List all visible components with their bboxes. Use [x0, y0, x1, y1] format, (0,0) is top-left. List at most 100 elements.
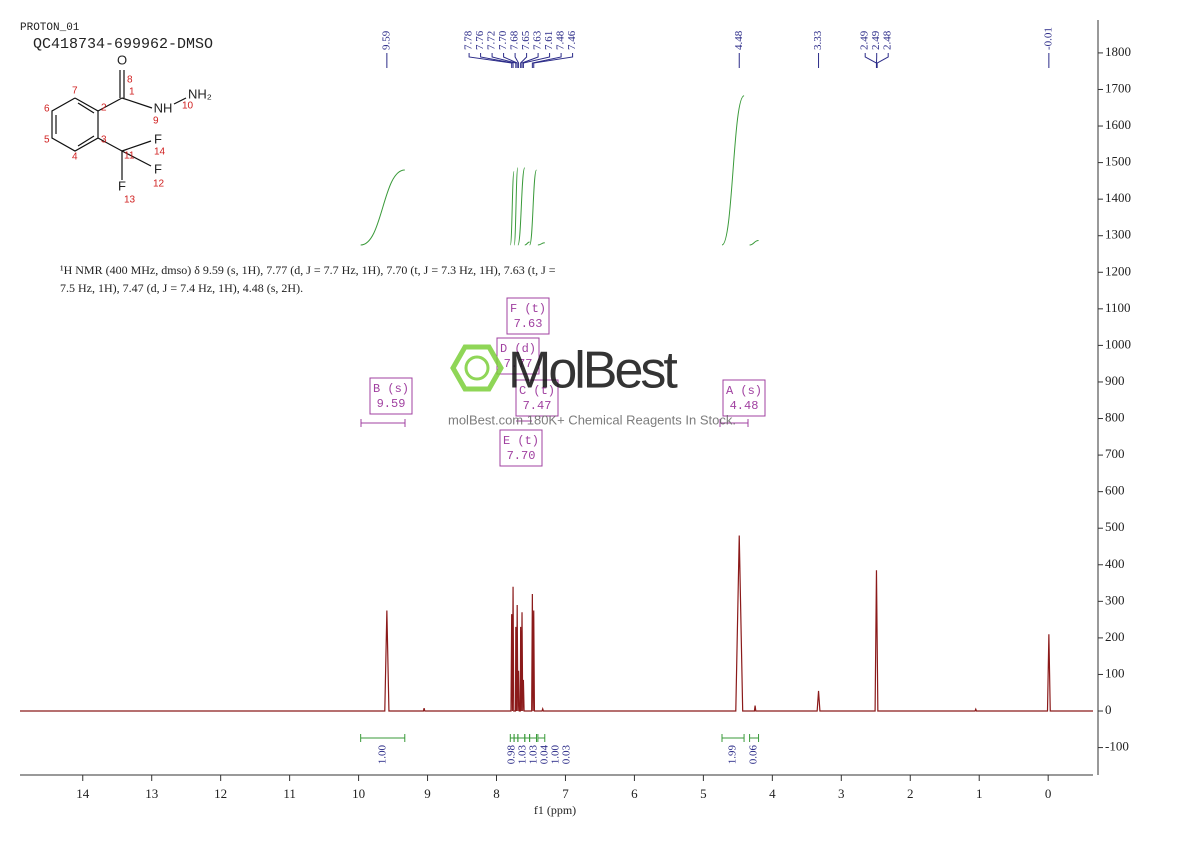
description: 7.5 Hz, 1H), 7.47 (d, J = 7.4 Hz, 1H), 4…: [60, 281, 303, 295]
peak-connector: [522, 53, 551, 68]
y-tick-label: 1600: [1105, 117, 1131, 132]
integral-curve: [524, 241, 530, 246]
y-tick-label: 1400: [1105, 190, 1131, 205]
x-tick-label: 12: [214, 786, 227, 801]
x-tick-label: 11: [283, 786, 296, 801]
multiplet-ppm: 7.47: [523, 399, 552, 413]
peak-connector: [491, 53, 517, 68]
integral-label: 1.03: [517, 745, 529, 765]
integral-curve: [749, 240, 759, 246]
y-tick-label: 800: [1105, 410, 1125, 425]
ring: [51, 97, 99, 152]
atom-label: F: [154, 161, 162, 176]
peak-label: 7.70: [497, 30, 509, 50]
description: ¹H NMR (400 MHz, dmso) δ 9.59 (s, 1H), 7…: [60, 263, 556, 277]
peak-label: 2.49: [870, 30, 882, 50]
x-tick-label: 6: [631, 786, 638, 801]
peak-label: 7.76: [474, 30, 486, 50]
peak-connector: [514, 53, 520, 68]
integral-bracket: [537, 734, 546, 742]
y-tick-label: 1100: [1105, 300, 1131, 315]
atom-label: F: [118, 178, 126, 193]
peak-connector: [468, 53, 513, 68]
y-tick-label: 1700: [1105, 80, 1131, 95]
peak-connector: [876, 53, 889, 68]
integral-label: 1.03: [528, 745, 540, 765]
multiplet-box: [499, 429, 543, 467]
bond: [77, 102, 95, 114]
atom-label: F: [154, 131, 162, 146]
watermark-logo: [450, 344, 504, 392]
integral-curve: [529, 169, 537, 246]
peak-label: 7.48: [555, 30, 567, 50]
atom-label: O: [117, 52, 127, 67]
integral-label: 0.98: [506, 745, 518, 765]
integral-curve: [721, 95, 745, 246]
peak-label: 7.63: [532, 30, 544, 50]
y-tick-label: 1800: [1105, 44, 1131, 59]
integral-bracket: [360, 734, 406, 742]
integral-curve: [517, 167, 526, 246]
chart-subtitle: QC418734-699962-DMSO: [33, 36, 213, 53]
x-tick-label: 0: [1045, 786, 1052, 801]
bond: [121, 140, 152, 152]
multiplet-box: [506, 297, 550, 335]
bond: [97, 97, 123, 112]
atom-number: 9: [153, 116, 159, 127]
integral-bracket: [509, 734, 515, 742]
multiplet-box: [369, 377, 413, 415]
atom-number: 2: [101, 103, 107, 114]
x-tick-label: 3: [838, 786, 845, 801]
multiplet-label: A (s): [726, 384, 762, 398]
peak-label: 7.46: [566, 30, 578, 50]
peak-label: 9.59: [380, 30, 392, 50]
integral-label: 0.04: [539, 745, 551, 765]
atom-number: 13: [124, 195, 136, 206]
atom-number: 12: [153, 179, 165, 190]
integral-bracket: [721, 734, 745, 742]
multiplet-ppm: 7.63: [514, 317, 543, 331]
x-tick-label: 7: [562, 786, 569, 801]
multiplet-ppm: 9.59: [377, 397, 406, 411]
peak-connector: [533, 53, 574, 68]
integral-label: 1.00: [550, 745, 562, 765]
peak-connector: [503, 53, 518, 68]
atom-number: 10: [182, 101, 194, 112]
integral-label: 1.99: [727, 745, 739, 765]
bond: [121, 150, 152, 167]
x-tick-label: 1: [976, 786, 983, 801]
y-tick-label: 1300: [1105, 227, 1131, 242]
peak-connector: [531, 53, 562, 68]
integral-bracket: [517, 734, 526, 742]
x-tick-label: 4: [769, 786, 776, 801]
integral-bracket: [524, 734, 531, 742]
x-tick-label: 13: [145, 786, 158, 801]
multiplet-label: C (t): [519, 384, 555, 398]
multiplet-box: [722, 379, 766, 417]
peak-label: 2.48: [882, 30, 894, 50]
y-tick-label: 600: [1105, 483, 1125, 498]
multiplet-box: [496, 337, 540, 375]
y-tick-label: 100: [1105, 665, 1125, 680]
watermark: MolBest molBest.com 180K+ Chemical Reagen…: [448, 342, 736, 428]
integral-label: 0.06: [748, 745, 760, 765]
y-tick-label: 1200: [1105, 263, 1131, 278]
atom-number: 11: [124, 151, 135, 162]
multiplet-label: E (t): [503, 434, 539, 448]
spectrum: [20, 535, 1093, 712]
multiplet-ppm: 4.48: [730, 399, 759, 413]
chart-title: PROTON_01: [20, 22, 80, 34]
y-tick-label: 300: [1105, 592, 1125, 607]
atom-number: 6: [44, 104, 50, 115]
x-tick-label: 5: [700, 786, 707, 801]
peak-label: 3.33: [812, 30, 824, 50]
multiplet-label: F (t): [510, 302, 546, 316]
atom-number: 8: [127, 75, 133, 86]
integral-curve: [513, 167, 519, 246]
multiplet-brackets: [360, 419, 749, 427]
y-tick-label: 1000: [1105, 336, 1131, 351]
y-tick-label: 500: [1105, 519, 1125, 534]
x-tick-label: 10: [352, 786, 365, 801]
